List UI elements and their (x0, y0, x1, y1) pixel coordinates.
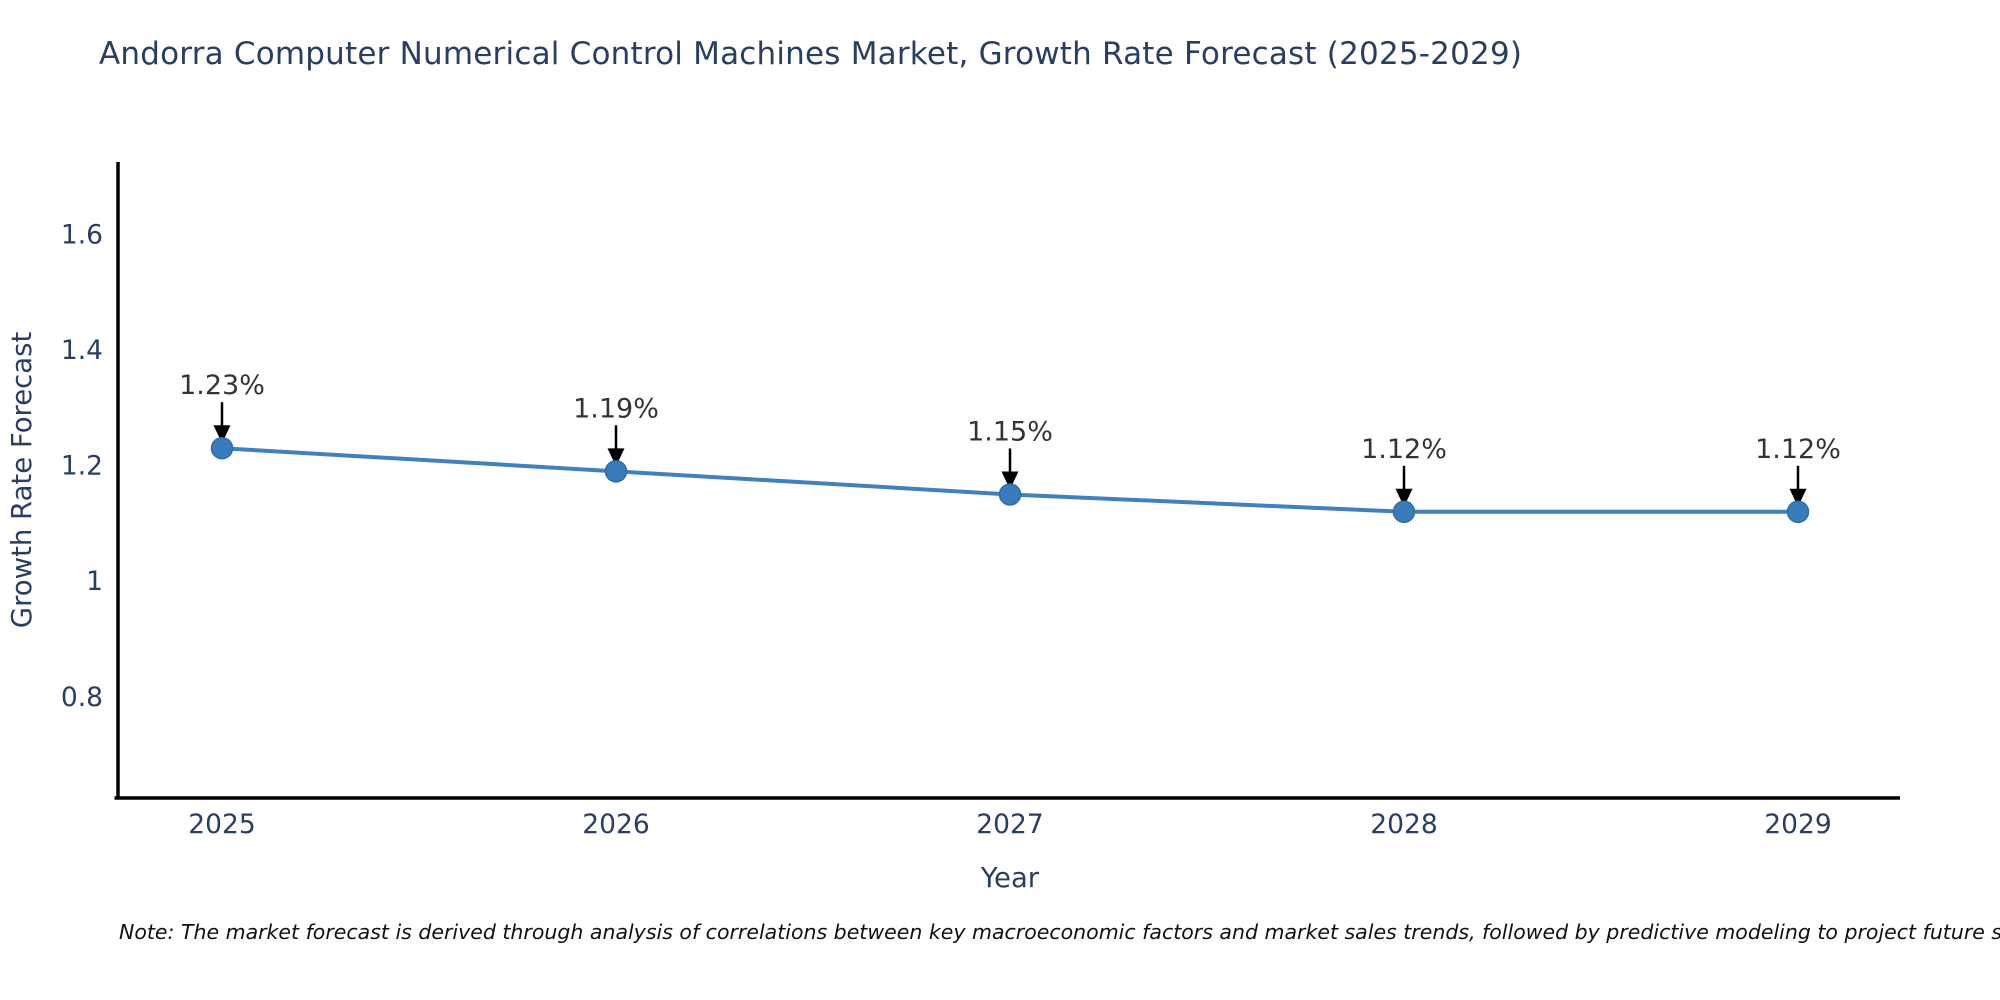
data-point[interactable] (1786, 500, 1810, 524)
annotation-arrow-head (1001, 471, 1019, 490)
y-tick-label: 1 (86, 566, 103, 597)
y-tick-label: 1.6 (61, 219, 103, 250)
footnote: Note: The market forecast is derived thr… (119, 920, 2000, 944)
point-value-label: 1.19% (573, 393, 659, 424)
y-tick-label: 0.8 (61, 682, 103, 713)
annotation-arrow-head (1395, 488, 1413, 507)
y-axis-title: Growth Rate Forecast (6, 332, 38, 629)
annotation-arrow-head (1789, 488, 1807, 507)
x-tick-label: 2025 (188, 809, 255, 840)
annotation-arrow-head (607, 448, 625, 467)
data-point[interactable] (1392, 500, 1416, 524)
data-point[interactable] (210, 436, 234, 460)
x-tick-label: 2028 (1370, 809, 1437, 840)
point-value-label: 1.15% (967, 416, 1053, 447)
x-tick-label: 2029 (1764, 809, 1831, 840)
x-tick-label: 2027 (976, 809, 1043, 840)
data-point[interactable] (998, 483, 1022, 506)
x-axis-title: Year (980, 862, 1040, 894)
chart-title: Andorra Computer Numerical Control Machi… (99, 36, 1523, 72)
annotation-arrow-head (213, 425, 231, 444)
y-tick-label: 1.4 (61, 335, 103, 366)
point-value-label: 1.23% (179, 370, 265, 401)
point-value-label: 1.12% (1361, 434, 1447, 465)
x-tick-label: 2026 (582, 809, 649, 840)
y-tick-label: 1.2 (61, 451, 103, 482)
data-point[interactable] (604, 460, 628, 483)
point-value-label: 1.12% (1755, 434, 1841, 465)
